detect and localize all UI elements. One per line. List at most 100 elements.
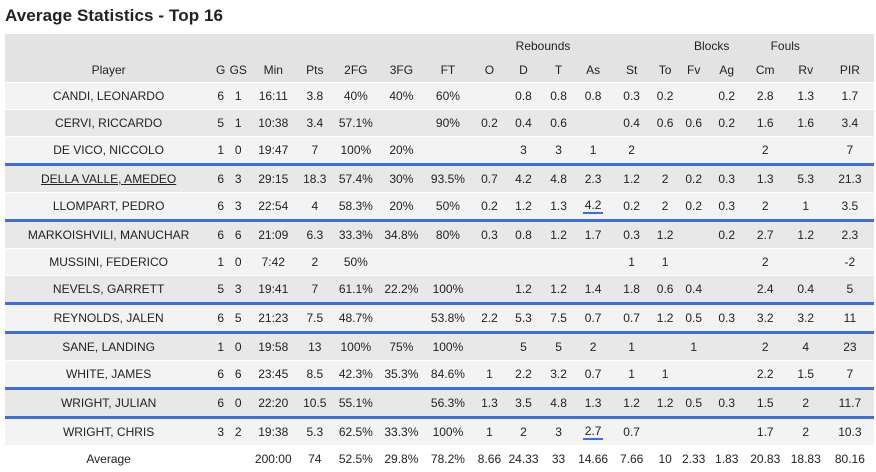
stat-value: 0.4 [623,116,640,130]
stat-value: 6.3 [306,228,323,242]
player-cell: LLOMPART, PEDRO [5,193,212,221]
column-header-ag: Ag [709,58,745,83]
stat-cell-t [543,249,575,276]
stat-cell-ag: 0.3 [709,193,745,221]
stat-cell-rv: 1.2 [786,221,826,249]
stat-cell-d [504,249,542,276]
stat-cell-rv [786,249,826,276]
stat-value: 6 [217,228,224,242]
stat-value: 4.2 [583,199,604,214]
stat-value: 1 [217,255,224,269]
stat-value: 0.3 [718,172,735,186]
player-name-link[interactable]: MUSSINI, FEDERICO [49,255,168,269]
stat-cell-g: 6 [212,165,229,193]
stat-cell-d: 5 [504,333,542,361]
stat-cell-to: 1.2 [652,304,679,333]
stat-value: 1 [217,143,224,157]
stat-value: 22:54 [258,199,288,213]
stat-cell-fv: 0.2 [679,165,709,193]
stat-cell-pts: 6.3 [299,221,330,249]
stat-value: 7 [311,143,318,157]
player-name-link[interactable]: WHITE, JAMES [66,367,151,381]
stat-value: 0 [235,340,242,354]
stat-value: 2 [311,255,318,269]
player-name-link[interactable]: LLOMPART, PEDRO [53,199,165,213]
stat-cell-o: 0.2 [474,110,504,137]
stat-value: 0 [235,396,242,410]
player-name-link[interactable]: DE VICO, NICCOLO [53,143,164,157]
stat-cell-st: 1.8 [612,276,652,304]
stat-cell-cm: 2 [745,333,786,361]
stat-value: 35.3% [384,367,418,381]
stat-cell-as: 2.7 [575,418,612,446]
player-name-link[interactable]: NEVELS, GARRETT [53,282,164,296]
stat-value: 6 [217,367,224,381]
average-cell-gs [229,446,247,472]
player-name-link[interactable]: MARKOISHVILI, MANUCHAR [28,228,189,242]
stat-value: 40% [344,89,368,103]
stat-cell-pts: 3.4 [299,110,330,137]
player-cell: DE VICO, NICCOLO [5,137,212,165]
stat-cell-min: 16:11 [247,83,299,110]
stat-value: 2.7 [757,228,774,242]
stat-cell-to: 2 [652,165,679,193]
stat-value: 4.8 [550,396,567,410]
player-name-link[interactable]: WRIGHT, CHRIS [63,425,154,439]
stat-value: 7 [311,282,318,296]
stat-cell-gs: 3 [229,165,247,193]
stat-value: 19:47 [258,143,288,157]
stat-cell-t: 5 [543,333,575,361]
stat-cell-t: 3 [543,418,575,446]
stat-cell-ag: 0.3 [709,304,745,333]
stat-cell-pir: 21.3 [826,165,874,193]
stat-value: 23 [843,340,856,354]
player-name-link[interactable]: CERVI, RICCARDO [55,116,162,130]
stat-value: 29:15 [258,172,288,186]
player-name-link[interactable]: SANE, LANDING [62,340,155,354]
fouls-group-header: Fouls [745,34,826,58]
stat-cell-o: 0.2 [474,193,504,221]
stat-value: 19:41 [258,282,288,296]
stat-value: 10.3 [838,425,861,439]
stat-value: 3.4 [842,116,859,130]
stat-value: 100% [341,340,372,354]
stat-cell-d: 1.2 [504,276,542,304]
column-header-o: O [474,58,504,83]
stat-value: 1 [628,340,635,354]
stat-cell-min: 10:38 [247,110,299,137]
player-name-link[interactable]: DELLA VALLE, AMEDEO [41,172,176,186]
stat-cell-as: 2.3 [575,165,612,193]
stat-value: 0.6 [657,116,674,130]
player-cell: MUSSINI, FEDERICO [5,249,212,276]
stat-cell-pts: 2 [299,249,330,276]
stat-value: 1.2 [657,228,674,242]
stat-value: 7.5 [306,311,323,325]
player-name-link[interactable]: CANDI, LEONARDO [53,89,164,103]
stat-value: 33.3% [339,228,373,242]
stat-value: 1 [628,367,635,381]
stat-cell-d: 4.2 [504,165,542,193]
player-name-link[interactable]: REYNOLDS, JALEN [54,311,164,325]
stat-cell-cm: 2.2 [745,361,786,389]
stat-value: 0.4 [797,282,814,296]
stat-value: 2 [520,425,527,439]
player-name-link[interactable]: WRIGHT, JULIAN [61,396,156,410]
stat-value: 2.4 [757,282,774,296]
stat-cell-gs: 5 [229,304,247,333]
stat-value: 3 [520,143,527,157]
